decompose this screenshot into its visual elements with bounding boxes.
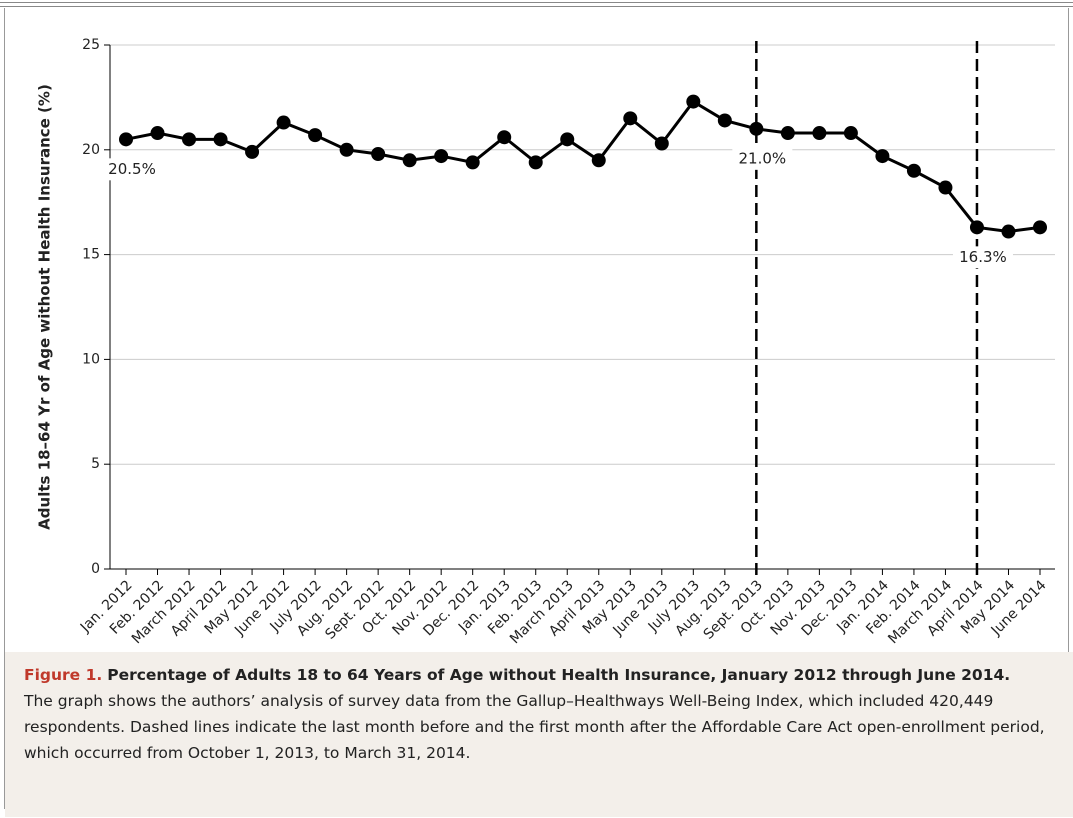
value-label: 16.3% — [959, 248, 1007, 266]
point — [245, 144, 260, 159]
point — [938, 180, 953, 195]
point — [497, 130, 512, 145]
point — [623, 111, 638, 126]
value-label: 21.0% — [739, 149, 787, 167]
value-label: 20.5% — [108, 160, 156, 178]
point — [402, 153, 417, 168]
point — [843, 126, 858, 141]
point — [686, 94, 701, 109]
point — [150, 126, 165, 141]
point — [560, 132, 575, 147]
point — [906, 163, 921, 178]
label-bg — [952, 246, 1013, 269]
point — [1033, 220, 1047, 235]
y-tick-label: 5 — [91, 456, 100, 472]
point — [717, 113, 732, 128]
point — [434, 149, 449, 164]
y-tick-label: 10 — [82, 351, 100, 367]
point — [528, 155, 543, 170]
y-tick-label: 20 — [82, 142, 100, 158]
caption: Figure 1. Percentage of Adults 18 to 64 … — [5, 652, 1073, 817]
label-bg — [102, 158, 162, 181]
y-tick-label: 15 — [82, 247, 100, 263]
point — [875, 149, 890, 164]
point — [591, 153, 606, 168]
point — [969, 220, 984, 235]
y-axis-label: Adults 18–64 Yr of Age without Health In… — [36, 84, 54, 530]
figure-label: Figure 1. — [24, 666, 103, 684]
point — [780, 126, 795, 141]
chart: Adults 18–64 Yr of Age without Health In… — [36, 37, 1055, 647]
line — [125, 99, 1041, 234]
y-tick-label: 0 — [91, 561, 100, 577]
figure-text: The graph shows the authors’ analysis of… — [24, 692, 1045, 762]
point — [654, 136, 669, 151]
top-rule — [0, 2, 1073, 7]
label-bg — [732, 147, 793, 170]
point — [1001, 224, 1016, 239]
point — [465, 155, 480, 170]
point — [119, 132, 133, 147]
y-tick-label: 25 — [82, 37, 100, 53]
point — [371, 146, 386, 161]
point — [749, 121, 764, 136]
point — [213, 132, 228, 147]
point — [339, 142, 354, 157]
figure-title: Percentage of Adults 18 to 64 Years of A… — [107, 666, 1011, 684]
point — [182, 132, 197, 147]
point — [276, 115, 291, 130]
point — [812, 126, 827, 141]
point — [308, 128, 323, 143]
